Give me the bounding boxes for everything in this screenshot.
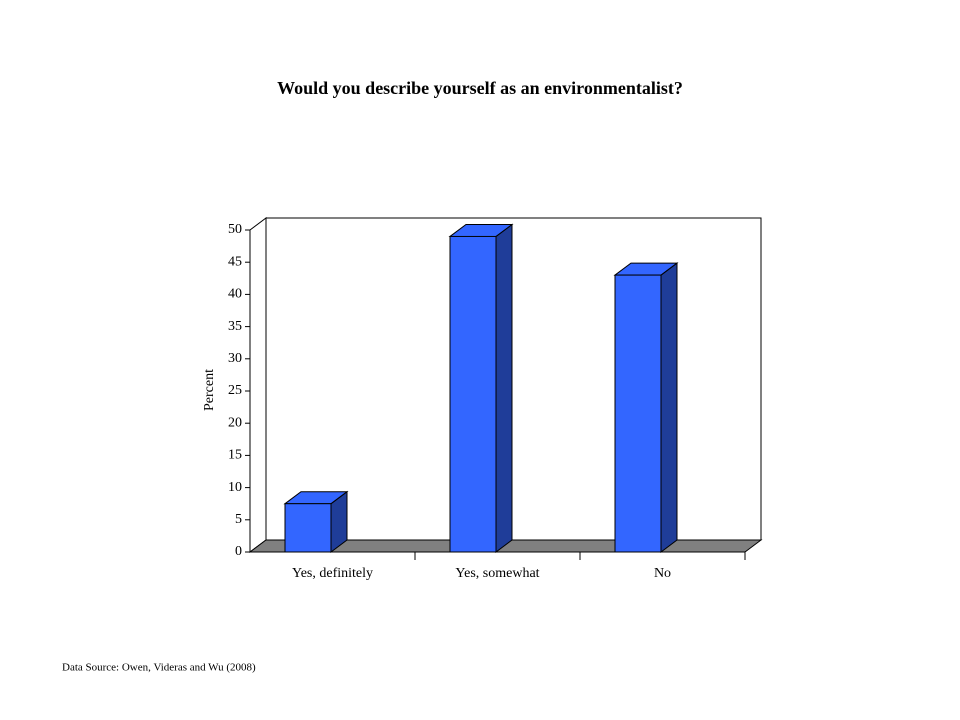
bar	[284, 503, 332, 553]
y-tick-label: 20	[228, 415, 242, 430]
y-tick-label: 45	[228, 254, 242, 269]
source-note: Data Source: Owen, Videras and Wu (2008)	[62, 662, 256, 674]
side-wall	[249, 217, 267, 553]
chart-title: Would you describe yourself as an enviro…	[277, 78, 683, 98]
bar	[449, 235, 497, 553]
y-tick-label: 30	[228, 351, 242, 366]
y-tick-label: 40	[228, 287, 242, 302]
y-axis-label: Percent	[202, 369, 217, 411]
y-tick-label: 15	[228, 448, 242, 463]
y-tick-label: 25	[228, 383, 242, 398]
y-tick-label: 10	[228, 480, 242, 495]
x-tick-label: Yes, somewhat	[455, 566, 539, 581]
y-tick-label: 5	[235, 512, 242, 527]
x-tick-label: No	[654, 566, 671, 581]
y-tick-label: 35	[228, 319, 242, 334]
x-tick-label: Yes, definitely	[292, 566, 373, 581]
bar-side	[495, 223, 513, 553]
y-tick-label: 50	[228, 222, 242, 237]
bar	[614, 274, 662, 553]
bar-side	[660, 262, 678, 553]
y-tick-label: 0	[235, 544, 242, 559]
